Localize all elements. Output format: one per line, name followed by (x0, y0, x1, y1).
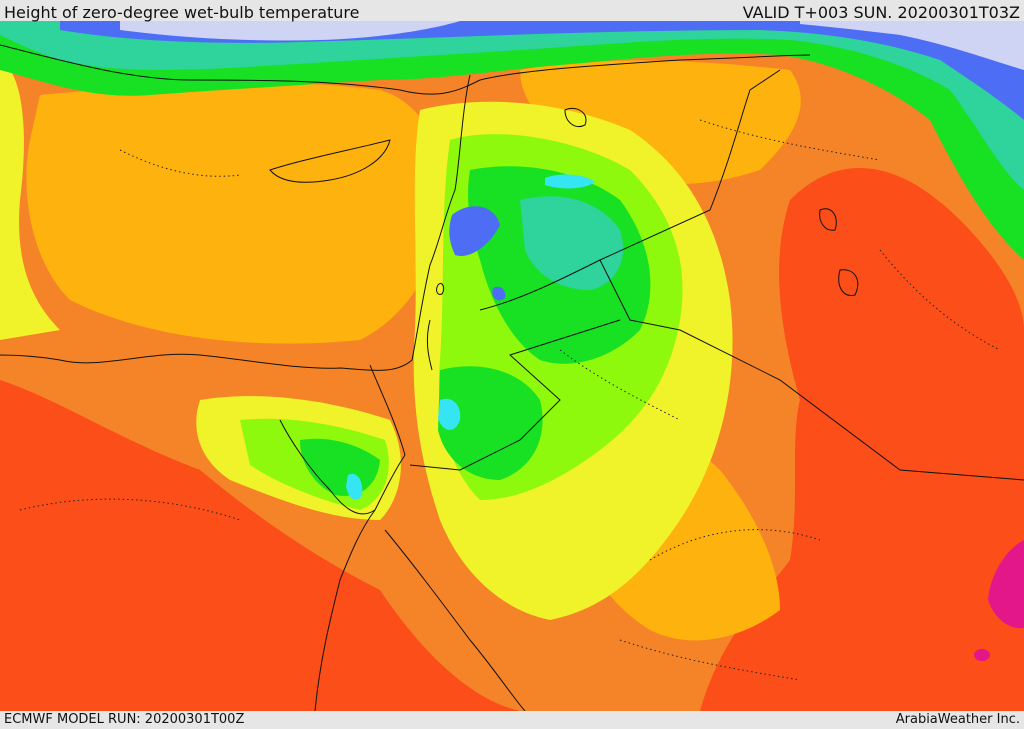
lake-euphrates (564, 107, 587, 127)
coastlines (0, 44, 1024, 711)
lake-tiberias (436, 282, 445, 295)
coastline-turkey (0, 44, 811, 95)
border-egypt-israel (369, 364, 406, 456)
field-lower (520, 196, 624, 290)
border-syria-iraq (599, 259, 1024, 481)
field-extreme-dot (974, 649, 990, 661)
field-cyan-3 (346, 473, 363, 500)
field-extreme (988, 540, 1024, 629)
province-borders (19, 119, 1001, 681)
field-mid-high-sea (26, 82, 443, 344)
coastline-sinai-gulf (314, 454, 406, 711)
field-blue-dot (492, 286, 506, 301)
field-northern-band-teal (0, 21, 1024, 190)
model-run: ECMWF MODEL RUN: 20200301T00Z (4, 712, 245, 727)
field-cyan-1 (545, 174, 595, 189)
field-low-jordan (438, 366, 543, 480)
coastline-cyprus (269, 139, 391, 183)
map-canvas (0, 21, 1024, 711)
footer-bar: ECMWF MODEL RUN: 20200301T00Z ArabiaWeat… (0, 711, 1024, 729)
field-very-high-east (700, 168, 1024, 711)
border-jordan-saudi (409, 319, 621, 471)
coastline-red-sea (384, 529, 526, 711)
coastline-gulf-aqaba (426, 319, 433, 371)
lake-habbaniyah (838, 269, 859, 296)
coastline-suez (279, 419, 376, 515)
coastline-levant (0, 74, 471, 371)
field-northern-band-lowest (120, 21, 460, 41)
border-syria-jordan (479, 69, 781, 311)
header-bar: Height of zero-degree wet-bulb temperatu… (0, 0, 1024, 22)
field-mid-west (0, 60, 60, 340)
credit: ArabiaWeather Inc. (895, 712, 1020, 727)
field-blue-lebanon (449, 206, 500, 256)
lake-tharthar (819, 208, 837, 231)
field-northern-band-lowest-east (800, 21, 1024, 70)
valid-time: VALID T+003 SUN. 20200301T03Z (742, 3, 1020, 22)
field-cyan-2 (438, 398, 461, 430)
map-title: Height of zero-degree wet-bulb temperatu… (4, 3, 360, 22)
field-very-high-south (0, 380, 520, 711)
